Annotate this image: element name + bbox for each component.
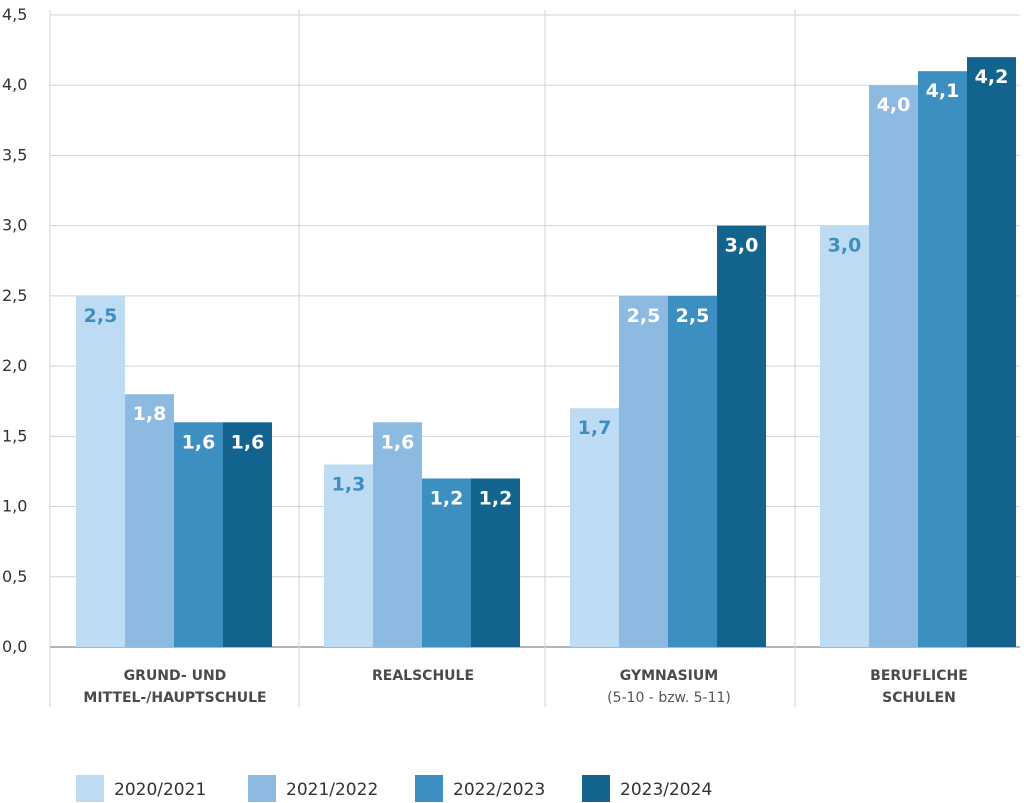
y-tick-label: 4,5: [2, 5, 27, 24]
bar: [717, 225, 766, 647]
data-label: 4,1: [926, 80, 960, 102]
data-label: 1,6: [381, 431, 415, 453]
legend: 2020/2021 2021/2022 2022/2023 2023/2024: [76, 775, 712, 802]
category-label: SCHULEN: [882, 690, 956, 706]
category-label: REALSCHULE: [372, 668, 474, 684]
bar: [619, 295, 668, 647]
y-tick-label: 4,0: [2, 75, 27, 94]
data-label: 1,7: [578, 417, 612, 439]
data-label: 1,2: [479, 487, 513, 509]
bar: [373, 422, 422, 647]
x-axis: GRUND- UND MITTEL-/HAUPTSCHULE REALSCHULE G…: [83, 668, 967, 706]
data-label: 3,0: [725, 235, 759, 257]
legend-label: 2022/2023: [453, 780, 545, 800]
bar: [223, 422, 272, 647]
y-tick-label: 0,0: [2, 637, 27, 656]
y-axis: 0,0 0,5 1,0 1,5 2,0 2,5 3,0 3,5 4,0 4,5: [2, 5, 27, 656]
category-label: BERUFLICHE: [870, 668, 968, 684]
legend-label: 2023/2024: [620, 780, 712, 800]
bar: [820, 225, 869, 647]
category-label: GYMNASIUM: [620, 668, 718, 684]
bar: [324, 464, 373, 647]
legend-label: 2021/2022: [286, 780, 378, 800]
category-note: (5-10 - bzw. 5-11): [607, 690, 731, 706]
y-tick-label: 3,0: [2, 216, 27, 235]
legend-swatch: [415, 775, 443, 802]
legend-swatch: [248, 775, 276, 802]
data-label: 1,8: [133, 403, 167, 425]
data-label: 4,0: [877, 94, 911, 116]
bar: [668, 295, 717, 647]
legend-label: 2020/2021: [114, 780, 206, 800]
y-tick-label: 2,5: [2, 286, 27, 305]
bar: [869, 85, 918, 647]
bar: [570, 408, 619, 647]
legend-swatch: [582, 775, 610, 802]
data-label: 1,6: [231, 431, 265, 453]
y-tick-label: 1,0: [2, 497, 27, 516]
y-tick-label: 3,5: [2, 145, 27, 164]
y-tick-label: 0,5: [2, 567, 27, 586]
bar: [967, 57, 1016, 647]
data-label: 1,3: [332, 473, 366, 495]
data-label: 2,5: [676, 305, 710, 327]
bar: [918, 71, 967, 647]
bars: 2,5 1,8 1,6 1,6 1,3 1,6 1,2 1,2 1,7 2,5 2,5 3,0 3,0 4…: [76, 57, 1016, 647]
data-label: 2,5: [84, 305, 118, 327]
data-label: 4,2: [975, 66, 1009, 88]
bar: [471, 478, 520, 647]
data-label: 3,0: [828, 235, 862, 257]
y-tick-label: 1,5: [2, 426, 27, 445]
bar: [125, 394, 174, 647]
y-tick-label: 2,0: [2, 356, 27, 375]
bar: [422, 478, 471, 647]
data-label: 2,5: [627, 305, 661, 327]
legend-swatch: [76, 775, 104, 802]
category-label: MITTEL-/HAUPTSCHULE: [83, 690, 266, 706]
data-label: 1,6: [182, 431, 216, 453]
grid: [49, 10, 1020, 707]
data-label: 1,2: [430, 487, 464, 509]
category-label: GRUND- UND: [124, 668, 227, 684]
bar: [174, 422, 223, 647]
bar: [76, 295, 125, 647]
